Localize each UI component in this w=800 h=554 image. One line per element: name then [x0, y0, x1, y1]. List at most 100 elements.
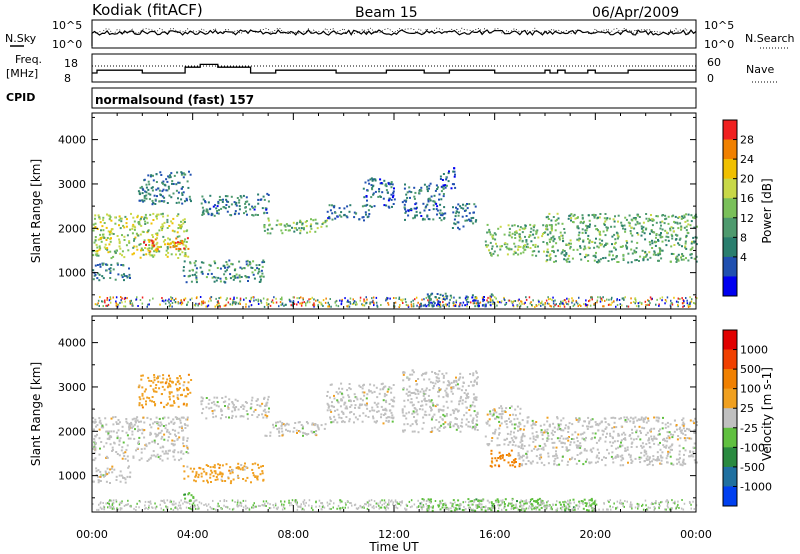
- range-cell: [309, 298, 312, 300]
- range-cell: [464, 297, 467, 300]
- range-cell: [444, 292, 447, 295]
- range-cell: [371, 391, 374, 394]
- range-cell: [504, 303, 506, 306]
- range-cell: [472, 417, 475, 420]
- range-cell: [595, 237, 597, 240]
- range-cell: [536, 461, 539, 464]
- range-cell: [549, 297, 552, 300]
- range-cell: [494, 233, 497, 236]
- range-cell: [166, 428, 169, 431]
- range-cell: [279, 420, 282, 423]
- range-cell: [450, 510, 453, 513]
- range-cell: [398, 306, 400, 308]
- range-cell: [509, 441, 512, 443]
- range-cell: [569, 247, 572, 250]
- range-cell: [378, 188, 381, 190]
- range-cell: [235, 301, 238, 304]
- range-cell: [653, 250, 656, 253]
- range-cell: [408, 385, 411, 388]
- range-cell: [443, 415, 446, 418]
- range-cell: [96, 252, 99, 255]
- range-cell: [189, 173, 192, 176]
- range-cell: [380, 182, 383, 184]
- range-cell: [94, 418, 97, 421]
- range-cell: [669, 455, 672, 458]
- range-cell: [538, 497, 541, 500]
- range-cell: [614, 215, 616, 218]
- range-cell: [97, 479, 100, 482]
- range-cell: [559, 428, 562, 430]
- range-cell: [524, 226, 527, 229]
- range-cell: [257, 193, 260, 196]
- range-cell: [314, 433, 317, 436]
- range-cell: [656, 215, 659, 218]
- range-cell: [642, 419, 645, 422]
- range-cell: [157, 421, 160, 424]
- range-cell: [448, 170, 450, 173]
- range-cell: [432, 387, 435, 390]
- range-cell: [445, 394, 448, 397]
- range-cell: [472, 401, 475, 404]
- range-cell: [571, 433, 574, 436]
- range-cell: [101, 300, 103, 303]
- range-cell: [166, 202, 169, 204]
- range-cell: [281, 434, 284, 437]
- range-cell: [420, 400, 423, 403]
- range-cell: [453, 175, 456, 178]
- range-cell: [455, 428, 458, 431]
- range-cell: [321, 303, 323, 306]
- range-cell: [264, 414, 267, 417]
- range-cell: [180, 450, 183, 453]
- range-cell: [122, 264, 124, 266]
- range-cell: [306, 301, 309, 304]
- range-cell: [493, 408, 496, 411]
- range-cell: [141, 406, 144, 409]
- range-cell: [624, 230, 627, 233]
- range-cell: [121, 254, 123, 257]
- range-cell: [487, 244, 490, 247]
- range-cell: [469, 414, 472, 417]
- range-cell: [514, 237, 517, 239]
- range-cell: [612, 441, 615, 444]
- range-cell: [387, 388, 390, 391]
- range-cell: [516, 500, 518, 503]
- range-cell: [675, 261, 678, 263]
- range-cell: [554, 255, 557, 258]
- range-cell: [311, 296, 313, 299]
- range-cell: [192, 497, 195, 499]
- range-cell: [587, 246, 590, 249]
- range-cell: [158, 417, 161, 420]
- range-cell: [649, 232, 651, 235]
- range-cell: [144, 190, 147, 193]
- range-cell: [521, 419, 524, 422]
- range-cell: [191, 297, 193, 300]
- range-cell: [151, 189, 154, 192]
- range-cell: [372, 415, 374, 418]
- range-cell: [494, 238, 497, 241]
- range-cell: [231, 275, 234, 278]
- range-cell: [226, 210, 229, 213]
- range-cell: [140, 451, 143, 454]
- range-cell: [172, 444, 175, 447]
- range-cell: [233, 213, 236, 216]
- range-cell: [645, 304, 647, 307]
- range-cell: [555, 453, 558, 456]
- range-cell: [408, 390, 411, 393]
- range-cell: [505, 407, 508, 410]
- range-cell: [124, 300, 126, 303]
- range-cell: [555, 242, 558, 245]
- range-cell: [570, 213, 573, 216]
- range-cell: [214, 276, 217, 279]
- range-cell: [134, 420, 137, 423]
- range-cell: [569, 499, 571, 502]
- range-cell: [165, 452, 168, 455]
- range-cell: [375, 386, 378, 389]
- range-cell: [402, 430, 405, 433]
- range-cell: [114, 251, 117, 254]
- range-cell: [462, 301, 465, 304]
- range-cell: [186, 199, 188, 202]
- range-cell: [140, 420, 142, 423]
- range-cell: [571, 297, 573, 300]
- range-cell: [345, 416, 348, 418]
- range-cell: [659, 428, 662, 431]
